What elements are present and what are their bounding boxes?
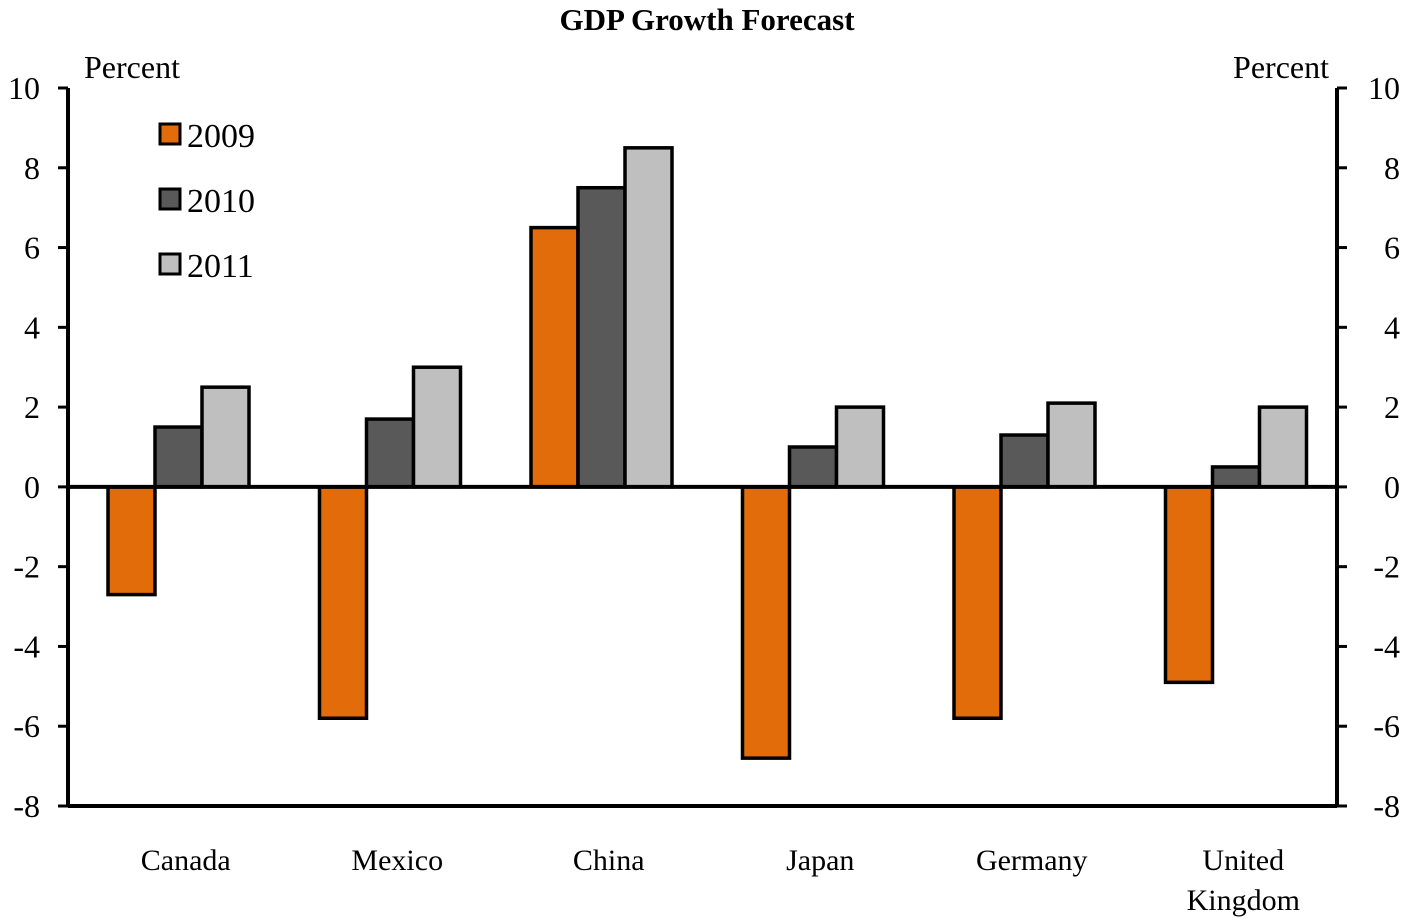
chart-title: GDP Growth Forecast bbox=[559, 2, 855, 37]
legend-swatch-2011 bbox=[158, 252, 182, 276]
category-label: Japan bbox=[786, 844, 854, 877]
left-tick-label: -4 bbox=[13, 628, 40, 664]
left-tick-label: -8 bbox=[13, 788, 40, 824]
bar-2010-mexico bbox=[364, 417, 416, 489]
plot-area: -8 -8 -6 -6 -4 -4 -2 -2 0 0 2 2 4 4 6 6 8 8 10 10 Canada Mexi… bbox=[8, 70, 1400, 917]
category-label: United bbox=[1202, 844, 1284, 877]
bar-2010-china bbox=[576, 185, 627, 489]
right-tick-label: 10 bbox=[1368, 70, 1400, 106]
bar-2011-united-kingdom bbox=[1257, 405, 1309, 489]
bar-2009-canada bbox=[106, 485, 157, 597]
right-axis-unit-label: Percent bbox=[1233, 49, 1329, 85]
bar-2010-united-kingdom bbox=[1210, 465, 1262, 489]
bar-2010-germany bbox=[999, 433, 1050, 489]
bar-2009-japan bbox=[740, 485, 792, 760]
left-tick-label: -6 bbox=[13, 708, 40, 744]
bar-2011-china bbox=[623, 146, 674, 489]
bar-2010-japan bbox=[787, 445, 839, 489]
bar-2011-japan bbox=[834, 405, 886, 489]
bar-2011-mexico bbox=[411, 365, 463, 489]
category-label: Kingdom bbox=[1187, 884, 1300, 917]
right-tick-label: 2 bbox=[1384, 389, 1400, 425]
left-tick-label: 4 bbox=[24, 309, 40, 345]
left-tick-label: 8 bbox=[24, 150, 40, 186]
right-tick-label: 8 bbox=[1384, 150, 1400, 186]
left-tick-label: 2 bbox=[24, 389, 40, 425]
legend-swatch-2009 bbox=[158, 122, 182, 146]
right-tick-label: -4 bbox=[1373, 628, 1400, 664]
bar-2011-germany bbox=[1046, 401, 1097, 489]
right-tick-label: 0 bbox=[1384, 469, 1400, 505]
bar-2009-mexico bbox=[317, 485, 369, 720]
bar-2010-canada bbox=[153, 425, 204, 489]
left-tick-label: 6 bbox=[24, 230, 40, 266]
right-tick-label: 4 bbox=[1384, 309, 1400, 345]
legend: 2009 2010 2011 bbox=[158, 118, 255, 285]
right-tick-label: -2 bbox=[1373, 549, 1400, 585]
bars-group bbox=[106, 146, 1309, 760]
bar-2009-china bbox=[529, 225, 580, 489]
left-tick-label: -2 bbox=[13, 549, 40, 585]
category-label: Mexico bbox=[351, 844, 443, 877]
category-label: China bbox=[573, 844, 645, 877]
bar-2009-united-kingdom bbox=[1163, 485, 1215, 685]
category-label: Germany bbox=[976, 844, 1088, 877]
right-tick-label: -8 bbox=[1373, 788, 1400, 824]
left-axis-unit-label: Percent bbox=[84, 49, 180, 85]
legend-swatch-2010 bbox=[158, 187, 182, 211]
category-label: Canada bbox=[141, 844, 231, 877]
legend-label-2010: 2010 bbox=[187, 183, 255, 220]
bar-2011-canada bbox=[200, 385, 251, 489]
legend-label-2011: 2011 bbox=[187, 248, 254, 285]
left-tick-label: 10 bbox=[8, 70, 40, 106]
bar-2009-germany bbox=[952, 485, 1003, 720]
legend-label-2009: 2009 bbox=[187, 118, 255, 155]
right-tick-label: 6 bbox=[1384, 230, 1400, 266]
right-tick-label: -6 bbox=[1373, 708, 1400, 744]
left-tick-label: 0 bbox=[24, 469, 40, 505]
